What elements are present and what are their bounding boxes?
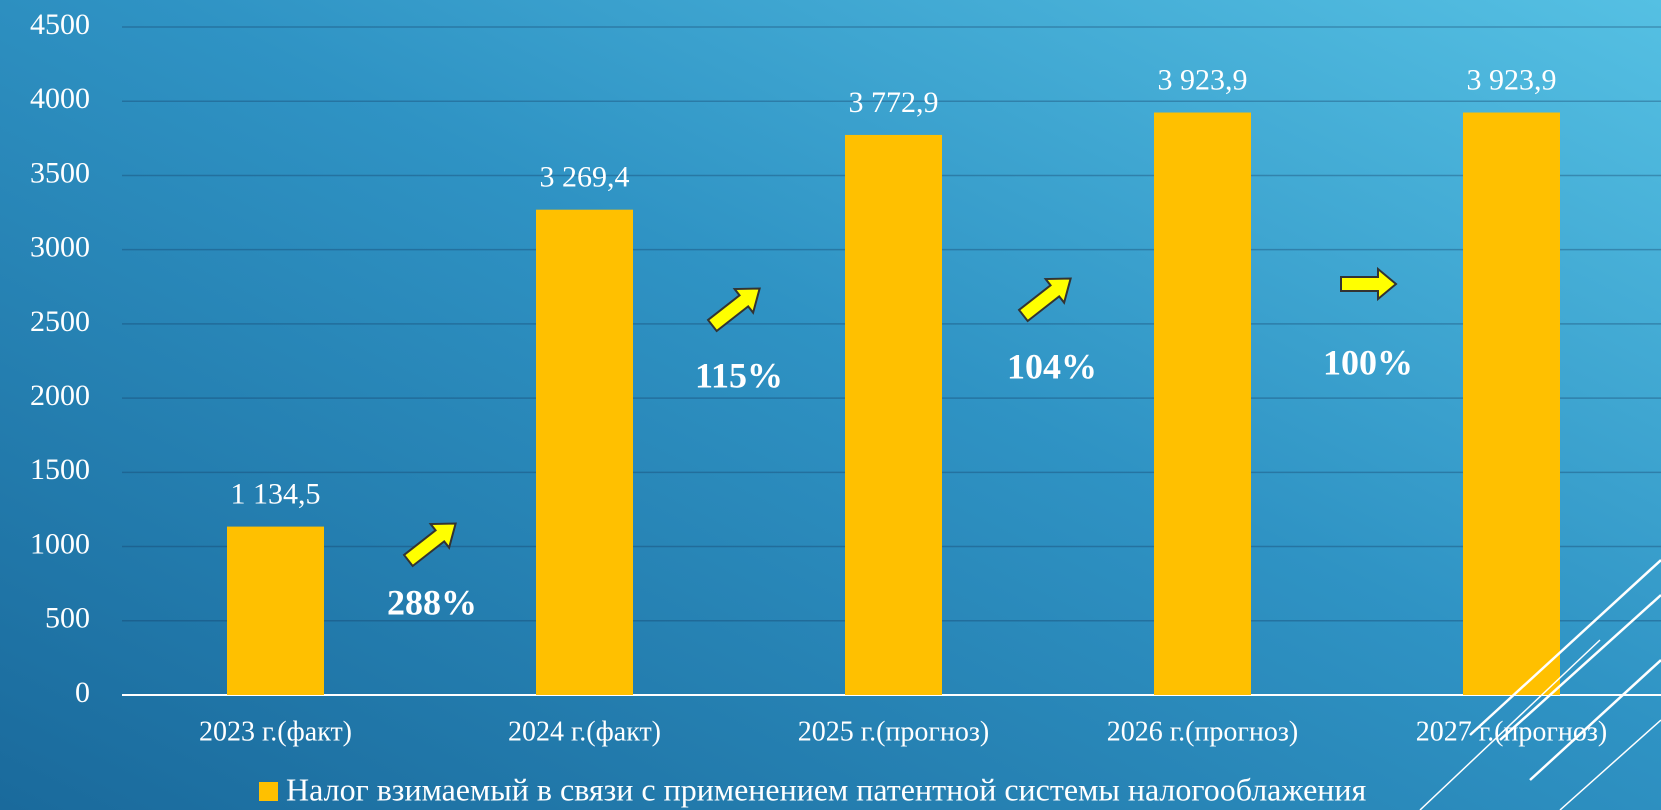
arrow (1340, 266, 1398, 302)
x-tick-label: 2026 г.(прогноз) (1107, 716, 1299, 747)
bar (227, 526, 324, 695)
y-tick-label: 4000 (30, 82, 90, 115)
y-tick-label: 500 (45, 602, 90, 635)
y-tick-label: 2500 (30, 305, 90, 338)
x-tick-label: 2024 г.(факт) (508, 716, 661, 747)
decor-line (1469, 559, 1661, 736)
arrow (402, 522, 457, 568)
decor-line (1499, 594, 1661, 741)
data-label: 3 923,9 (1158, 63, 1248, 96)
x-tick-label: 2023 г.(факт) (199, 716, 352, 747)
decor-lines (1419, 559, 1661, 810)
arrow (1017, 277, 1072, 323)
plot-area: 0 500 1000 1500 2000 2500 3000 3500 4000 4500 2023… (30, 8, 1661, 807)
legend-swatch (259, 782, 278, 801)
growth-arrows (402, 266, 1398, 568)
y-tick-label: 0 (75, 676, 90, 709)
bar (845, 134, 942, 695)
decor-line (1559, 719, 1661, 810)
growth-percent: 100% (1323, 342, 1413, 382)
y-tick-label: 1000 (30, 527, 90, 560)
bar (1463, 112, 1560, 695)
x-tick-label: 2025 г.(прогноз) (798, 716, 990, 747)
bar (1154, 112, 1251, 695)
data-label: 1 134,5 (231, 477, 321, 510)
arrow (706, 287, 761, 333)
decor-line (1529, 659, 1661, 781)
x-tick-label: 2027 г.(прогноз) (1416, 716, 1608, 747)
data-label: 3 772,9 (849, 86, 939, 119)
data-label: 3 923,9 (1467, 63, 1557, 96)
y-tick-label: 3500 (30, 156, 90, 189)
y-tick-label: 2000 (30, 379, 90, 412)
y-tick-label: 1500 (30, 453, 90, 486)
growth-percent: 288% (387, 582, 477, 622)
y-tick-label: 3000 (30, 231, 90, 264)
legend-label: Налог взимаемый в связи с применением па… (286, 771, 1367, 807)
growth-percent: 115% (695, 355, 783, 395)
y-tick-label: 4500 (30, 8, 90, 41)
bar (536, 209, 633, 696)
growth-percent: 104% (1007, 346, 1097, 386)
decor-line (1419, 639, 1601, 810)
data-label: 3 269,4 (540, 161, 630, 194)
